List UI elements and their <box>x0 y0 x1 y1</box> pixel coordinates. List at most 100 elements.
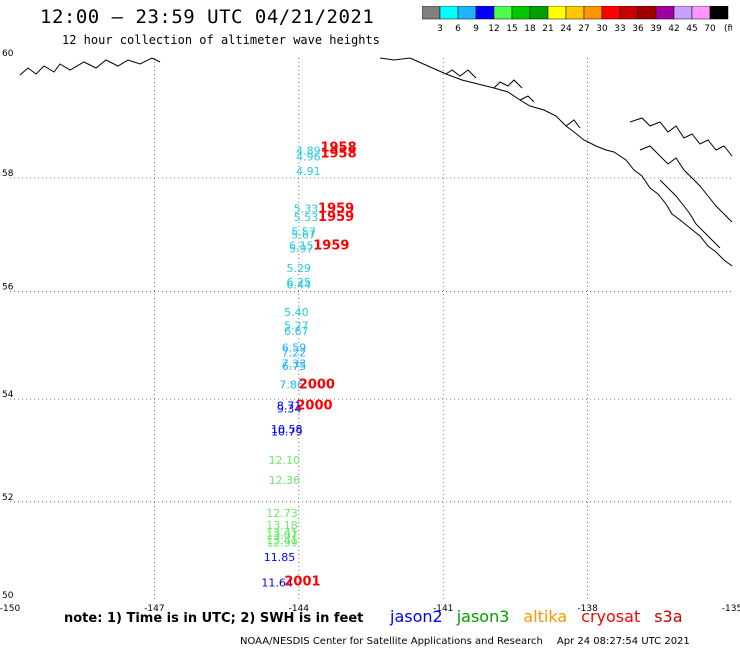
scale-swatch <box>422 6 441 20</box>
swh-value: 12.10 <box>269 454 301 467</box>
alaska-coastline <box>19 57 733 267</box>
scale-tick-label: 6 <box>455 24 461 34</box>
lat-label: 50 <box>2 591 14 601</box>
coastline <box>19 57 733 267</box>
scale-tick-label: 18 <box>524 24 536 34</box>
swh-value: 13.41 <box>266 534 298 547</box>
swh-value: 5.40 <box>284 306 309 319</box>
pass-time: 1959 <box>318 210 354 225</box>
swh-value: 5.57 <box>291 225 316 238</box>
scale-tick-label: 21 <box>542 24 553 34</box>
lon-label: -147 <box>144 604 164 614</box>
satellite-jason2: jason2 <box>390 607 443 626</box>
credit-text: NOAA/NESDIS Center for Satellite Applica… <box>240 636 543 647</box>
satellite-altika: altika <box>523 607 568 626</box>
lat-label: 56 <box>2 282 14 292</box>
swh-value: 7.22 <box>282 347 307 360</box>
pass-time: 1959 <box>318 202 354 217</box>
swh-value: 4.96 <box>296 150 321 163</box>
scale-tick-label: 24 <box>560 24 572 34</box>
scale-swatch <box>547 6 567 20</box>
page-title: 12:00 – 23:59 UTC 04/21/2021 <box>40 6 375 28</box>
swh-value: 5.33 <box>294 203 319 216</box>
scale-swatch <box>565 6 585 20</box>
lat-label: 58 <box>2 169 14 179</box>
scale-swatch <box>673 6 693 20</box>
lon-label: -141 <box>433 604 453 614</box>
scale-tick-label: 70 <box>704 24 716 34</box>
swh-value: 7.86 <box>279 379 304 392</box>
satellite-legend: jason2 jason3 altika cryosat s3a <box>390 607 697 626</box>
scale-tick-label: 3 <box>437 24 443 34</box>
scale-tick-label: 39 <box>650 24 662 34</box>
scale-swatch <box>655 6 675 20</box>
swh-value: 5.67 <box>291 228 316 241</box>
swh-value: 5.97 <box>289 242 314 255</box>
swh-value: 4.89 <box>296 145 321 158</box>
satellite-cryosat: cryosat <box>581 607 641 626</box>
scale-swatch <box>637 6 657 20</box>
scale-tick-label: 42 <box>668 24 679 34</box>
swh-value: 13.07 <box>266 529 298 542</box>
scale-swatch <box>457 6 477 20</box>
generated-timestamp: Apr 24 08:27:54 UTC 2021 <box>556 636 690 647</box>
lat-lon-grid <box>10 58 732 600</box>
swh-value: 12.99 <box>266 537 298 550</box>
swh-value: 4.91 <box>296 165 321 178</box>
lon-label: -135 <box>722 604 740 614</box>
swh-value: 13.18 <box>266 519 298 532</box>
swh-value: 6.15 <box>289 240 314 253</box>
swh-value: 6.44 <box>287 279 312 292</box>
pass-time: 1958 <box>320 146 356 161</box>
lat-label: 60 <box>2 49 14 59</box>
swh-value: 11.64 <box>261 577 293 590</box>
scale-swatch <box>601 6 621 20</box>
swh-value: 12.73 <box>266 507 298 520</box>
swh-value: 5.53 <box>294 211 319 224</box>
scale-tick-label: 27 <box>578 24 589 34</box>
scale-swatch <box>493 6 513 20</box>
swh-value: 6.25 <box>287 276 312 289</box>
alexander-archipelago <box>629 117 733 249</box>
pass-time: 1959 <box>313 239 349 254</box>
swh-value: 9.34 <box>277 402 302 415</box>
wave-height-observations: 4.894.96 4.91 5.335.535.575.676.155.97 5.29… <box>261 145 320 590</box>
scale-tick-label: 9 <box>473 24 479 34</box>
scale-swatch <box>583 6 603 20</box>
lat-label: 52 <box>2 493 13 503</box>
scale-tick-label: 15 <box>506 24 517 34</box>
scale-swatch <box>475 6 495 20</box>
swh-value: 10.58 <box>271 423 303 436</box>
credit-line: NOAA/NESDIS Center for Satellite Applica… <box>240 636 704 647</box>
satellite-s3a: s3a <box>654 607 683 626</box>
scale-swatch <box>529 6 549 20</box>
swh-value: 12.36 <box>269 474 301 487</box>
scale-swatch <box>619 6 639 20</box>
swh-value: 11.85 <box>264 551 296 564</box>
scale-tick-label: 33 <box>614 24 625 34</box>
coast-detail <box>445 69 581 129</box>
swh-value: 6.59 <box>282 341 307 354</box>
satellite-jason3: jason3 <box>456 607 510 626</box>
scale-swatch <box>511 6 531 20</box>
lon-label: -138 <box>577 604 598 614</box>
swh-value: 5.29 <box>287 262 312 275</box>
pass-time: 2001 <box>284 575 320 590</box>
scale-tick-label: 45 <box>686 24 697 34</box>
lon-label: -144 <box>289 604 310 614</box>
swh-value: 13.41 <box>266 527 298 540</box>
scale-swatch <box>439 6 459 20</box>
scale-tick-label: 36 <box>632 24 644 34</box>
scale-swatch <box>691 6 711 20</box>
swh-value: 8.71 <box>277 400 302 413</box>
scale-tick-label: 12 <box>488 24 499 34</box>
scale-unit-label: (ft) <box>724 24 732 34</box>
footer-note: note: 1) Time is in UTC; 2) SWH is in fe… <box>64 611 364 626</box>
pass-time: 1958 <box>320 141 356 156</box>
lat-label: 54 <box>2 390 14 400</box>
axis-labels: 60 58 56 54 52 50 -150 -147 -144 -141 -138 -135 <box>0 49 740 614</box>
swh-value: 7.33 <box>282 357 307 370</box>
